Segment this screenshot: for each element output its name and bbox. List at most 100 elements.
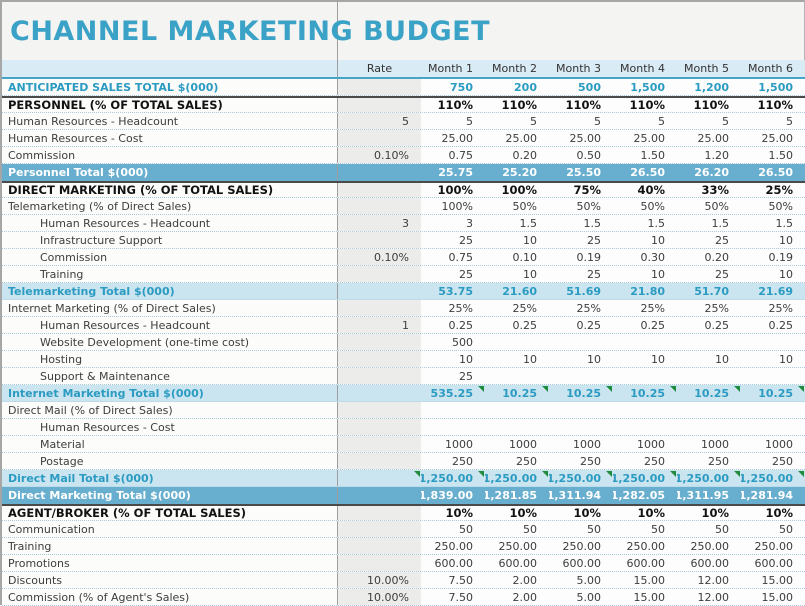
value-cell[interactable]: 1000	[741, 436, 805, 452]
value-cell[interactable]: 21.80	[613, 283, 677, 299]
value-cell[interactable]: 535.25	[421, 385, 485, 401]
rate-cell[interactable]: 10.00%	[337, 572, 421, 588]
value-cell[interactable]: 10%	[741, 506, 805, 520]
value-cell[interactable]: 25	[421, 368, 485, 384]
value-cell[interactable]: 250.00	[677, 538, 741, 554]
rate-cell[interactable]	[337, 98, 421, 112]
value-cell[interactable]: 1,250.00	[613, 470, 677, 486]
value-cell[interactable]: 10	[741, 351, 805, 367]
value-cell[interactable]: 1,500	[741, 79, 805, 95]
rate-cell[interactable]	[337, 521, 421, 537]
value-cell[interactable]: 50%	[677, 198, 741, 214]
value-cell[interactable]	[613, 402, 677, 418]
header-month-3[interactable]: Month 3	[549, 60, 613, 77]
value-cell[interactable]	[677, 334, 741, 350]
value-cell[interactable]: 250	[549, 453, 613, 469]
header-month-1[interactable]: Month 1	[421, 60, 485, 77]
value-cell[interactable]: 1.20	[677, 147, 741, 163]
rate-cell[interactable]: 1	[337, 317, 421, 333]
value-cell[interactable]: 10	[613, 351, 677, 367]
value-cell[interactable]: 10.25	[485, 385, 549, 401]
value-cell[interactable]: 500	[549, 79, 613, 95]
value-cell[interactable]: 10	[485, 351, 549, 367]
value-cell[interactable]: 3	[421, 215, 485, 231]
row-label-cell[interactable]: Postage	[2, 453, 337, 469]
rate-cell[interactable]	[337, 385, 421, 401]
value-cell[interactable]: 25.00	[549, 130, 613, 146]
value-cell[interactable]: 10	[421, 351, 485, 367]
value-cell[interactable]: 1,281.85	[485, 487, 549, 504]
value-cell[interactable]: 1,250.00	[485, 470, 549, 486]
value-cell[interactable]: 1,250.00	[741, 470, 805, 486]
value-cell[interactable]: 25%	[549, 300, 613, 316]
value-cell[interactable]: 25%	[421, 300, 485, 316]
value-cell[interactable]: 1.50	[741, 147, 805, 163]
rate-cell[interactable]: 10.00%	[337, 589, 421, 605]
value-cell[interactable]: 15.00	[741, 572, 805, 588]
value-cell[interactable]: 25	[421, 266, 485, 282]
value-cell[interactable]: 0.25	[741, 317, 805, 333]
value-cell[interactable]: 250.00	[613, 538, 677, 554]
row-label-cell[interactable]: Direct Mail Total $(000)	[2, 470, 337, 486]
row-label-cell[interactable]: Website Development (one-time cost)	[2, 334, 337, 350]
value-cell[interactable]: 1,311.94	[549, 487, 613, 504]
value-cell[interactable]: 7.50	[421, 589, 485, 605]
value-cell[interactable]: 600.00	[485, 555, 549, 571]
value-cell[interactable]: 5	[741, 113, 805, 129]
value-cell[interactable]: 25%	[741, 300, 805, 316]
value-cell[interactable]: 0.10	[485, 249, 549, 265]
value-cell[interactable]	[549, 368, 613, 384]
value-cell[interactable]: 0.25	[421, 317, 485, 333]
rate-cell[interactable]	[337, 198, 421, 214]
rate-cell[interactable]	[337, 470, 421, 486]
row-label-cell[interactable]: Direct Mail (% of Direct Sales)	[2, 402, 337, 418]
value-cell[interactable]: 100%	[421, 198, 485, 214]
value-cell[interactable]: 5.00	[549, 572, 613, 588]
value-cell[interactable]: 10	[741, 266, 805, 282]
header-month-2[interactable]: Month 2	[485, 60, 549, 77]
value-cell[interactable]	[677, 402, 741, 418]
value-cell[interactable]: 75%	[549, 183, 613, 197]
value-cell[interactable]: 0.75	[421, 249, 485, 265]
value-cell[interactable]: 5	[421, 113, 485, 129]
value-cell[interactable]	[549, 334, 613, 350]
value-cell[interactable]: 250	[421, 453, 485, 469]
value-cell[interactable]: 600.00	[741, 555, 805, 571]
value-cell[interactable]: 10.25	[613, 385, 677, 401]
value-cell[interactable]: 0.19	[549, 249, 613, 265]
row-label-cell[interactable]: Training	[2, 538, 337, 554]
value-cell[interactable]: 25.00	[421, 130, 485, 146]
value-cell[interactable]: 10.25	[677, 385, 741, 401]
rate-cell[interactable]	[337, 487, 421, 504]
value-cell[interactable]: 50%	[549, 198, 613, 214]
row-label-cell[interactable]: Personnel Total $(000)	[2, 164, 337, 181]
row-label-cell[interactable]: Discounts	[2, 572, 337, 588]
value-cell[interactable]	[741, 368, 805, 384]
value-cell[interactable]: 7.50	[421, 572, 485, 588]
value-cell[interactable]: 50	[677, 521, 741, 537]
value-cell[interactable]: 21.69	[741, 283, 805, 299]
value-cell[interactable]	[485, 334, 549, 350]
value-cell[interactable]: 25.50	[549, 164, 613, 181]
value-cell[interactable]: 0.75	[421, 147, 485, 163]
value-cell[interactable]: 10	[613, 232, 677, 248]
value-cell[interactable]: 250	[741, 453, 805, 469]
value-cell[interactable]	[677, 368, 741, 384]
value-cell[interactable]: 25	[549, 266, 613, 282]
value-cell[interactable]: 25%	[677, 300, 741, 316]
rate-cell[interactable]	[337, 334, 421, 350]
value-cell[interactable]: 53.75	[421, 283, 485, 299]
row-label-cell[interactable]: Telemarketing (% of Direct Sales)	[2, 198, 337, 214]
value-cell[interactable]: 110%	[613, 98, 677, 112]
rate-cell[interactable]	[337, 555, 421, 571]
value-cell[interactable]	[613, 334, 677, 350]
value-cell[interactable]: 10	[485, 232, 549, 248]
value-cell[interactable]: 0.25	[677, 317, 741, 333]
value-cell[interactable]: 0.30	[613, 249, 677, 265]
value-cell[interactable]: 50%	[485, 198, 549, 214]
value-cell[interactable]: 5	[677, 113, 741, 129]
value-cell[interactable]: 1,250.00	[677, 470, 741, 486]
value-cell[interactable]: 12.00	[677, 572, 741, 588]
value-cell[interactable]: 15.00	[741, 589, 805, 605]
value-cell[interactable]: 10%	[485, 506, 549, 520]
